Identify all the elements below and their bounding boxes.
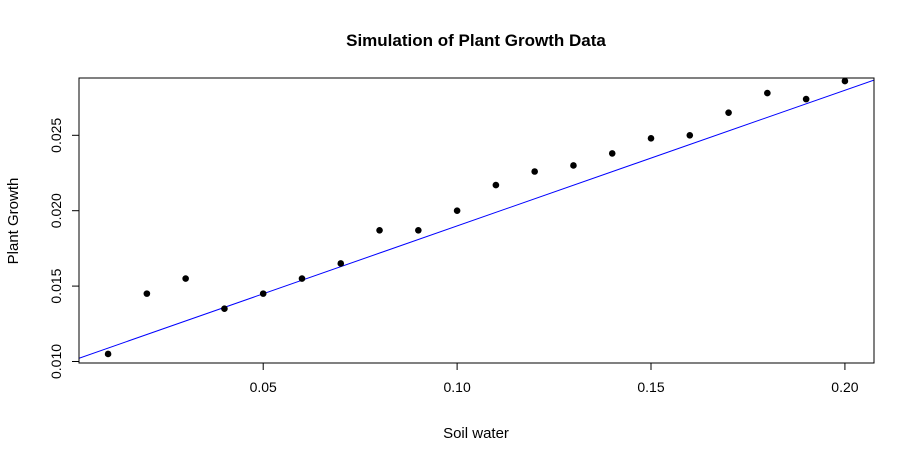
- x-tick-label: 0.05: [250, 379, 277, 395]
- data-point-5: [298, 275, 306, 282]
- x-tick-label: 0.10: [443, 379, 470, 395]
- data-point-7: [376, 227, 383, 234]
- data-point-12: [570, 162, 577, 169]
- data-point-4: [259, 290, 267, 297]
- data-point-14: [647, 135, 655, 142]
- data-point-16: [725, 109, 732, 116]
- y-axis: 0.010 0.015 0.020 0.025: [48, 118, 80, 379]
- data-point-18: [802, 95, 810, 103]
- fit-line-layer: [79, 79, 874, 359]
- data-point-15: [686, 132, 694, 139]
- y-tick-label: 0.010: [48, 344, 64, 379]
- plot-frame: [78, 77, 875, 364]
- data-point-2: [182, 275, 189, 282]
- fit-line: [79, 79, 874, 359]
- x-axis-label: Soil water: [443, 425, 509, 442]
- data-point-3: [221, 305, 228, 313]
- y-tick-label: 0.020: [48, 193, 64, 228]
- chart-title: Simulation of Plant Growth Data: [346, 31, 606, 50]
- data-point-9: [453, 207, 461, 214]
- x-tick-label: 0.15: [637, 379, 664, 395]
- data-point-1: [143, 290, 151, 297]
- data-point-10: [492, 181, 500, 189]
- y-axis-label: Plant Growth: [5, 178, 22, 265]
- data-point-11: [531, 168, 538, 175]
- x-axis: 0.05 0.10 0.15 0.20: [250, 362, 859, 395]
- data-point-19: [841, 77, 849, 85]
- data-point-0: [104, 350, 112, 358]
- data-point-13: [608, 150, 616, 157]
- points-layer: [104, 77, 849, 358]
- data-point-8: [415, 227, 422, 234]
- data-point-17: [764, 89, 771, 97]
- y-tick-label: 0.025: [48, 118, 64, 153]
- data-point-6: [337, 260, 345, 267]
- y-tick-label: 0.015: [48, 268, 64, 303]
- x-tick-label: 0.20: [831, 379, 858, 395]
